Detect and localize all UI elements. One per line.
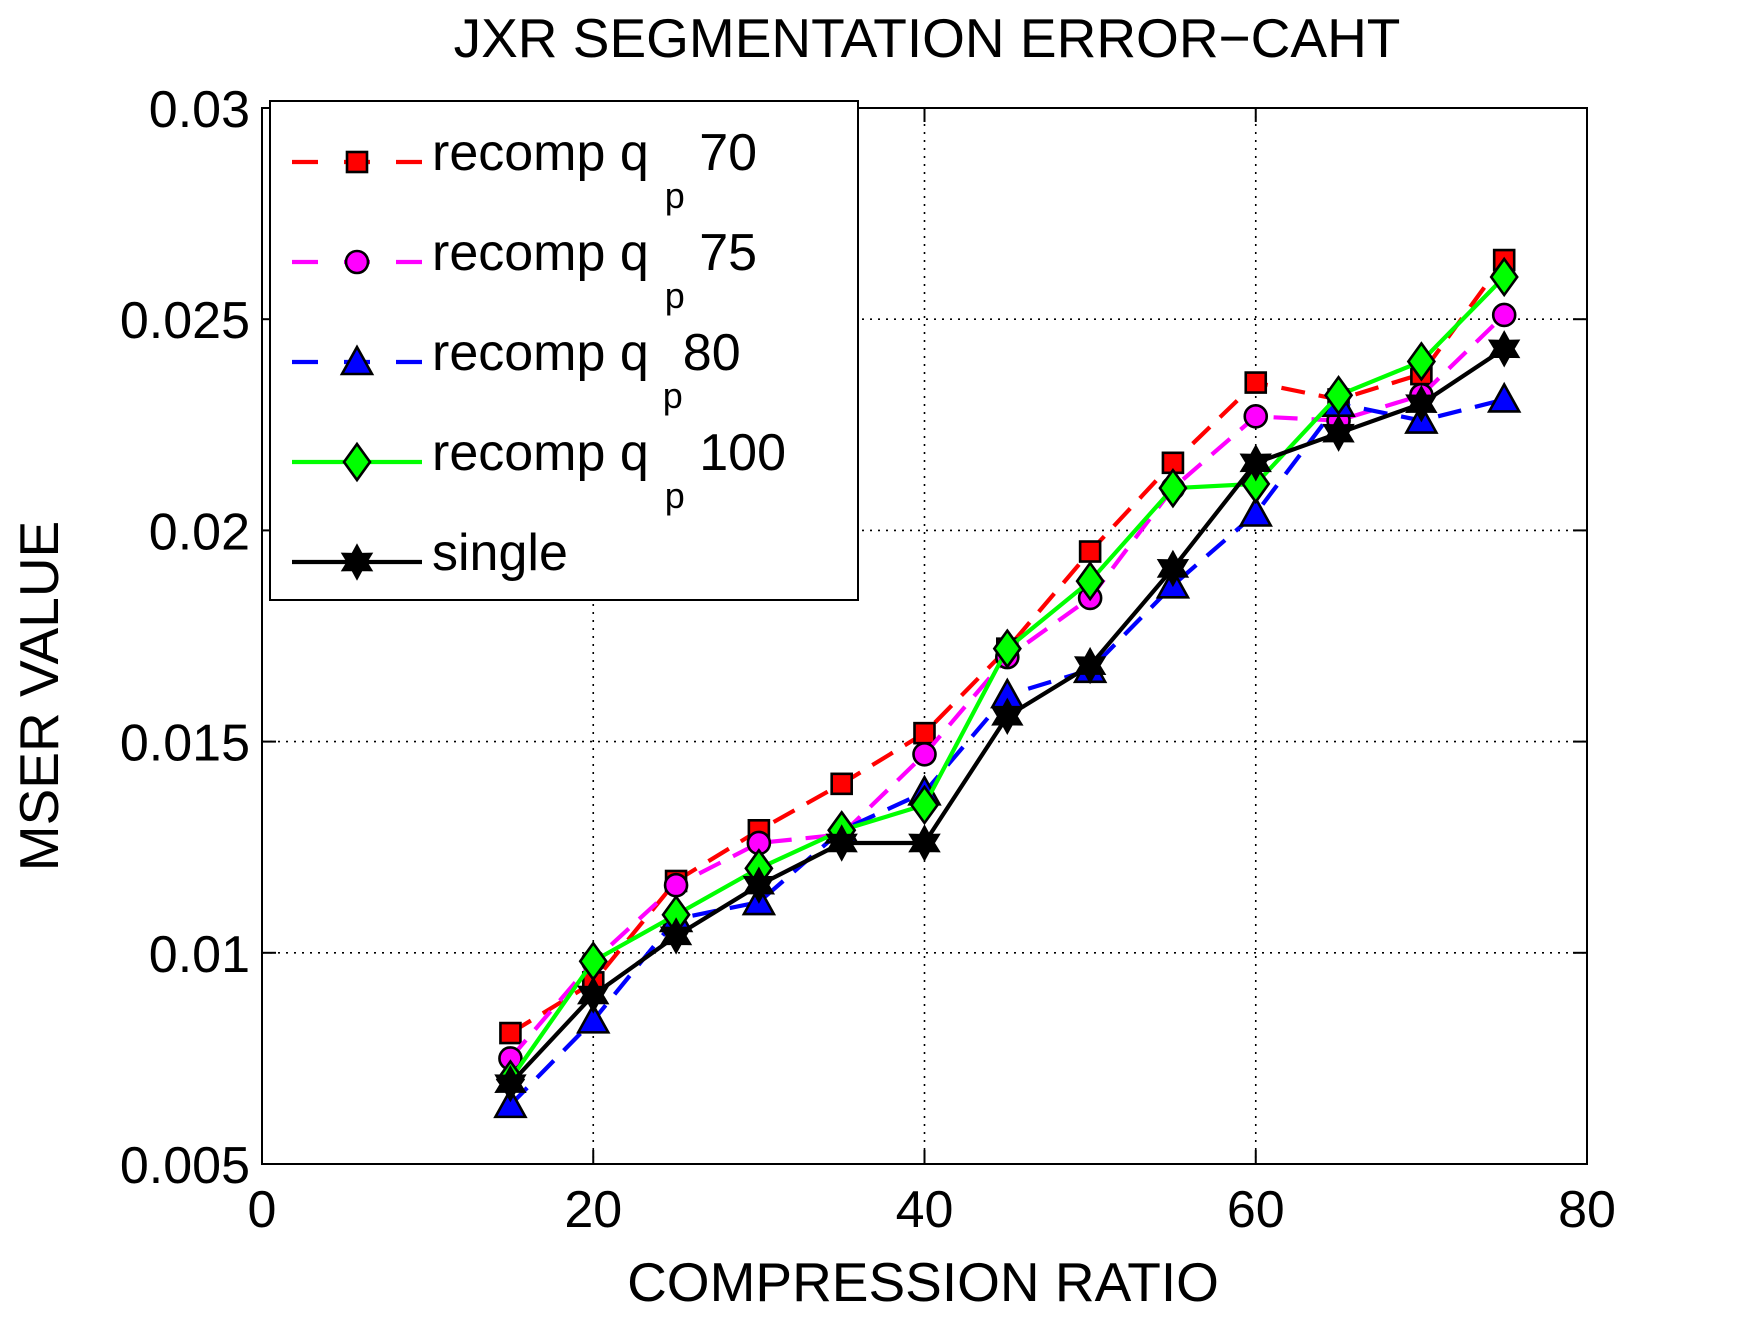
legend-marker xyxy=(340,543,374,581)
data-point xyxy=(1243,404,1269,429)
legend-box xyxy=(269,100,859,601)
x-tick-label: 60 xyxy=(1227,1181,1285,1239)
y-tick-label: 0.01 xyxy=(149,926,250,984)
legend-label: recomp qp 75 xyxy=(432,224,757,316)
data-point xyxy=(1078,540,1102,563)
legend-item: single xyxy=(292,524,568,582)
data-point xyxy=(825,824,858,862)
x-tick-label: 80 xyxy=(1558,1181,1616,1239)
legend-item: recomp qp 75 xyxy=(292,224,757,316)
legend-marker xyxy=(345,150,369,174)
data-point xyxy=(830,772,853,796)
legend-marker xyxy=(339,344,375,376)
legend-label: recomp qp 100 xyxy=(432,424,786,516)
x-tick-label: 40 xyxy=(896,1181,954,1239)
y-axis-label: MSER VALUE xyxy=(8,521,70,871)
data-point xyxy=(1158,467,1188,509)
legend-marker xyxy=(344,249,370,275)
data-series xyxy=(493,248,1522,1119)
legend-label: recomp qp 70 xyxy=(432,124,757,216)
data-point xyxy=(913,721,936,745)
chart-title: JXR SEGMENTATION ERROR−CAHT xyxy=(454,7,1401,69)
data-point xyxy=(1156,549,1190,588)
legend-label: single xyxy=(432,524,568,582)
legend-label: recomp qp80 xyxy=(432,324,741,416)
x-tick-label: 0 xyxy=(248,1181,277,1239)
y-tick-label: 0.025 xyxy=(120,292,250,350)
data-point xyxy=(499,1021,522,1045)
legend-item: recomp qp 70 xyxy=(292,124,757,216)
data-point xyxy=(742,866,776,904)
data-point xyxy=(1075,560,1105,602)
y-tick-label: 0.03 xyxy=(149,81,250,139)
axes: 0 20 40 60 80 0.005 0.01 0.015 0.02 0.025 0.03 xyxy=(120,81,1616,1239)
data-point xyxy=(908,824,941,862)
y-tick-label: 0.005 xyxy=(120,1137,250,1195)
data-point xyxy=(991,697,1024,736)
data-point xyxy=(659,917,693,955)
data-point xyxy=(1486,381,1522,413)
data-point xyxy=(1241,463,1271,505)
data-point xyxy=(1322,414,1355,452)
y-tick-label: 0.02 xyxy=(149,503,250,561)
data-point xyxy=(663,872,689,898)
data-point xyxy=(577,976,610,1014)
data-point xyxy=(1244,371,1268,394)
data-point xyxy=(1323,375,1354,416)
data-point xyxy=(1489,256,1519,298)
series-5 xyxy=(494,330,1521,1103)
data-point xyxy=(493,1087,528,1119)
data-point xyxy=(992,628,1022,669)
data-point xyxy=(1405,384,1438,423)
legend-item: recomp qp80 xyxy=(292,324,741,416)
data-point xyxy=(909,784,940,826)
data-point xyxy=(1491,302,1517,328)
y-tick-label: 0.015 xyxy=(120,715,250,773)
data-point xyxy=(1239,444,1272,482)
legend-item: recomp qp 100 xyxy=(292,424,786,516)
data-point xyxy=(1073,646,1107,685)
data-point xyxy=(1238,495,1273,527)
legend-marker xyxy=(342,441,372,483)
x-axis-label: COMPRESSION RATIO xyxy=(627,1251,1219,1313)
data-point xyxy=(912,741,937,767)
x-tick-label: 20 xyxy=(564,1181,622,1239)
data-point xyxy=(1487,330,1521,368)
data-point xyxy=(494,1064,527,1103)
data-point xyxy=(576,1002,611,1034)
data-point xyxy=(1406,341,1436,382)
